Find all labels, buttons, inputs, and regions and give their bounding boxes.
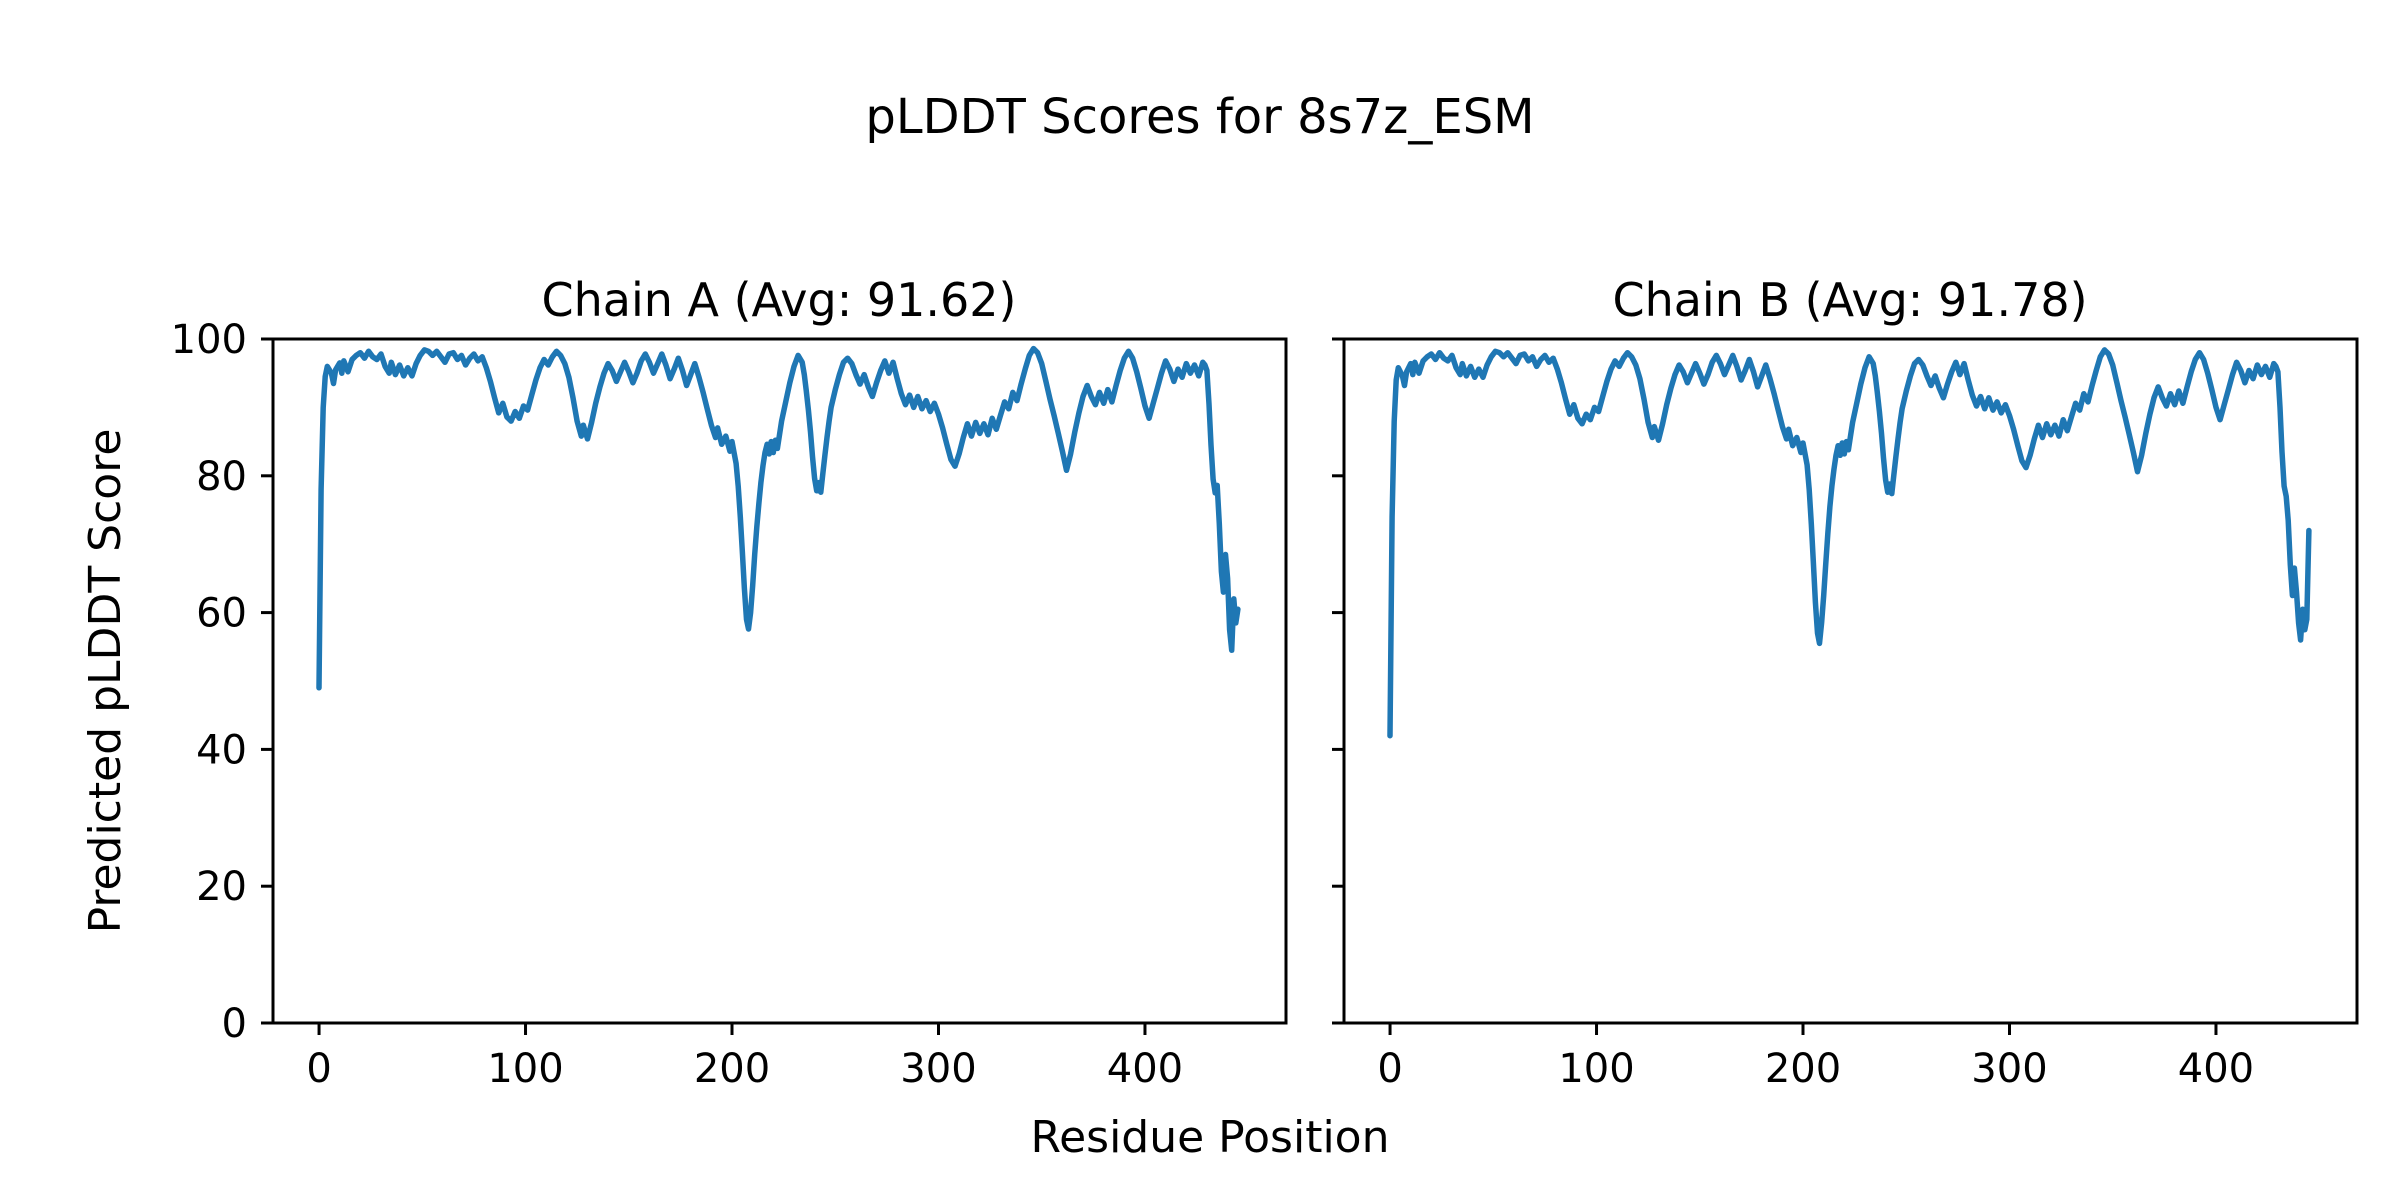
subplot-title-chain-b: Chain B (Avg: 91.78) <box>1612 273 2087 327</box>
y-tick-label: 0 <box>222 1001 247 1047</box>
figure-title: pLDDT Scores for 8s7z_ESM <box>865 89 1534 145</box>
chain-a-plddt-line <box>316 345 1241 691</box>
x-tick-label: 400 <box>2178 1046 2254 1092</box>
y-tick-label: 80 <box>196 454 247 500</box>
y-tick-label: 20 <box>196 864 247 910</box>
x-tick-label: 100 <box>1558 1046 1634 1092</box>
y-tick-label: 60 <box>196 591 247 637</box>
y-tick-label: 40 <box>196 727 247 773</box>
x-tick-label: 400 <box>1107 1046 1183 1092</box>
chain-a-axis-ticks: 0 100 200 300 400 0 20 40 60 80 100 <box>171 317 1184 1092</box>
x-tick-label: 200 <box>1765 1046 1841 1092</box>
x-tick-label: 100 <box>487 1046 563 1092</box>
subplot-title-chain-a: Chain A (Avg: 91.62) <box>541 273 1016 327</box>
plot-area-chain-a <box>271 337 1288 1025</box>
x-tick-label: 300 <box>900 1046 976 1092</box>
x-axis-label: Residue Position <box>1030 1112 1389 1163</box>
chain-b-axis-ticks: 0 100 200 300 400 <box>1332 337 2254 1092</box>
y-tick-label: 100 <box>171 317 247 363</box>
x-tick-label: 0 <box>306 1046 331 1092</box>
y-axis-label: Predicted pLDDT Score <box>80 429 131 934</box>
subplot-chain-a: Chain A (Avg: 91.62) 0 100 200 300 400 0 20 40 6… <box>171 273 1288 1092</box>
plot-area-chain-b <box>1342 337 2359 1025</box>
x-tick-label: 200 <box>694 1046 770 1092</box>
chain-b-plddt-line <box>1387 347 2312 739</box>
subplot-chain-b: Chain B (Avg: 91.78) 0 100 200 300 400 <box>1332 273 2359 1092</box>
x-tick-label: 0 <box>1377 1046 1402 1092</box>
x-tick-label: 300 <box>1971 1046 2047 1092</box>
